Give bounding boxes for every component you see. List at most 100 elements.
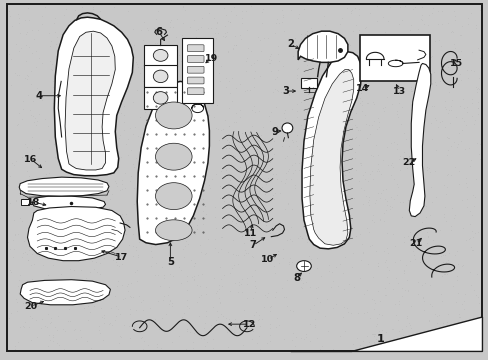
Point (210, 245, 218, 251)
Point (471, 84, 479, 90)
Point (217, 63, 224, 68)
Point (345, 169, 352, 175)
Point (87, 216, 95, 221)
Point (458, 264, 466, 269)
Point (92, 17, 100, 23)
FancyBboxPatch shape (143, 45, 177, 66)
Point (153, 63, 161, 69)
Point (162, 162, 169, 167)
Point (30, 119, 38, 125)
Point (23, 76, 31, 82)
Point (320, 103, 327, 108)
Point (312, 228, 320, 234)
Point (134, 134, 142, 139)
Point (107, 54, 115, 59)
Point (283, 277, 291, 283)
Point (362, 121, 369, 126)
Point (262, 159, 269, 165)
Point (270, 151, 278, 157)
Point (32, 318, 40, 323)
Point (306, 233, 314, 238)
Point (69, 134, 77, 139)
Point (153, 341, 161, 347)
Point (54, 87, 62, 93)
Point (184, 242, 192, 247)
Point (152, 174, 160, 180)
Point (120, 322, 128, 328)
Point (432, 320, 440, 325)
Point (137, 335, 145, 341)
Point (96, 271, 104, 277)
Point (50, 20, 58, 26)
Point (44, 272, 52, 278)
Point (54, 219, 61, 225)
Point (140, 132, 148, 138)
Point (237, 289, 245, 294)
Point (240, 240, 247, 246)
Point (355, 27, 363, 33)
Point (428, 5, 436, 10)
Point (391, 37, 399, 42)
Point (282, 294, 289, 300)
Point (427, 54, 434, 60)
Point (49, 212, 57, 218)
Point (208, 59, 216, 64)
Point (293, 15, 301, 21)
Point (300, 31, 308, 37)
Point (77, 225, 84, 231)
Polygon shape (20, 280, 110, 305)
Point (228, 193, 236, 199)
Point (61, 210, 68, 216)
Point (408, 109, 416, 115)
Point (222, 315, 229, 320)
Point (345, 281, 353, 287)
Point (111, 221, 119, 226)
Point (286, 224, 294, 230)
Point (472, 140, 480, 146)
Point (39, 293, 47, 299)
Point (287, 106, 295, 112)
Point (343, 5, 350, 11)
Point (251, 309, 259, 315)
Point (58, 96, 66, 102)
Point (46, 320, 54, 325)
Point (28, 146, 36, 152)
Point (474, 151, 482, 157)
Point (41, 158, 49, 164)
Point (278, 285, 285, 291)
FancyBboxPatch shape (143, 65, 177, 87)
Point (272, 74, 280, 80)
Point (89, 5, 97, 10)
Point (107, 191, 115, 197)
Point (126, 178, 134, 184)
Point (272, 104, 280, 110)
Point (321, 67, 329, 73)
Point (287, 238, 295, 244)
Point (373, 161, 381, 166)
Point (175, 319, 183, 324)
Point (446, 71, 454, 76)
Point (121, 75, 129, 81)
Point (408, 46, 416, 52)
Point (77, 211, 84, 217)
Point (127, 147, 135, 153)
Point (18, 254, 25, 260)
Point (199, 230, 206, 236)
Point (143, 207, 151, 213)
Point (248, 328, 256, 334)
Point (371, 71, 379, 77)
Point (20, 141, 28, 147)
Point (468, 248, 476, 253)
Point (52, 138, 60, 144)
Point (215, 295, 223, 301)
Point (396, 4, 404, 10)
Point (164, 157, 172, 163)
Point (154, 298, 162, 304)
Point (131, 124, 139, 130)
Point (176, 89, 184, 95)
Point (31, 248, 39, 254)
Point (55, 155, 62, 161)
Point (133, 199, 141, 205)
Point (107, 87, 115, 93)
Polygon shape (32, 196, 105, 210)
